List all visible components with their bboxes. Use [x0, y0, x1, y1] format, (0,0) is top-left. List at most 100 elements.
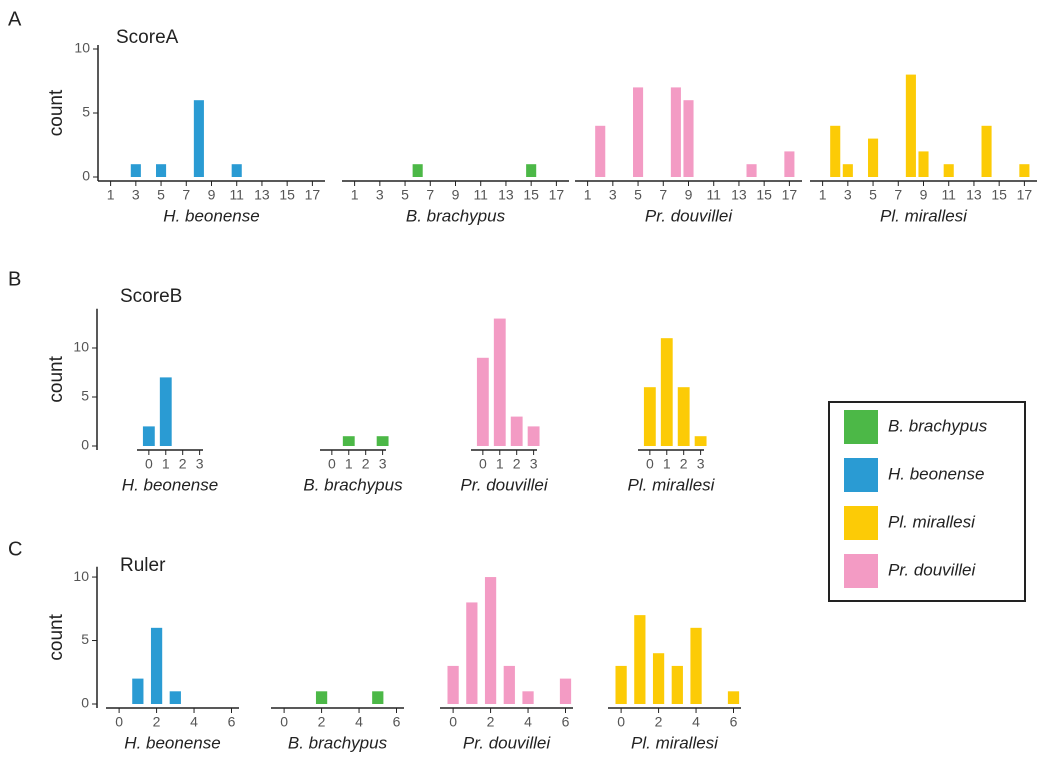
bar	[671, 665, 683, 704]
panel-letter: B	[8, 268, 21, 290]
bar	[595, 125, 606, 177]
bar	[169, 691, 181, 704]
x-tick-label: 1	[162, 456, 170, 472]
x-tick-label: 1	[819, 187, 827, 203]
x-tick-label: 5	[157, 187, 165, 203]
y-tick-label: 5	[82, 104, 90, 120]
x-tick-label: 0	[479, 456, 487, 472]
x-tick-label: 17	[1017, 187, 1033, 203]
bar	[130, 164, 141, 177]
y-tick-label: 5	[81, 388, 89, 404]
x-tick-label: 1	[351, 187, 359, 203]
legend-swatch	[844, 506, 878, 540]
bar	[231, 164, 242, 177]
x-tick-label: 2	[179, 456, 187, 472]
bar	[447, 665, 459, 704]
panel-letter: C	[8, 538, 22, 560]
bar	[142, 426, 155, 446]
x-tick-label: 2	[655, 714, 663, 730]
x-tick-label: 2	[680, 456, 688, 472]
bar	[156, 164, 167, 177]
bar	[1019, 164, 1030, 177]
bar	[372, 691, 384, 704]
x-tick-label: 0	[115, 714, 123, 730]
legend-label: H. beonense	[888, 464, 984, 483]
bar	[643, 387, 656, 446]
y-axis-label: count	[46, 613, 67, 660]
bar	[660, 338, 673, 446]
x-tick-label: 3	[196, 456, 204, 472]
x-tick-label: 13	[731, 187, 747, 203]
x-tick-label: 6	[562, 714, 570, 730]
x-tick-label: 5	[401, 187, 409, 203]
x-tick-label: 15	[279, 187, 295, 203]
x-tick-label: 2	[153, 714, 161, 730]
y-tick-label: 5	[81, 631, 89, 647]
bar	[918, 151, 929, 177]
bar	[159, 377, 172, 446]
y-tick-label: 10	[74, 40, 90, 56]
x-tick-label: 7	[894, 187, 902, 203]
panel-letter: A	[8, 8, 22, 30]
facet-label: Pl. mirallesi	[631, 733, 719, 752]
bar	[868, 138, 879, 177]
bar	[981, 125, 992, 177]
x-tick-label: 3	[376, 187, 384, 203]
bar	[527, 426, 540, 446]
x-tick-label: 9	[208, 187, 216, 203]
x-tick-label: 1	[107, 187, 115, 203]
x-tick-label: 7	[182, 187, 190, 203]
facet-label: H. beonense	[122, 475, 218, 494]
bar	[412, 164, 423, 177]
x-tick-label: 3	[530, 456, 538, 472]
bar	[727, 691, 740, 704]
legend-swatch	[844, 410, 878, 444]
facet-label: B. brachypus	[303, 475, 403, 494]
x-tick-label: 2	[318, 714, 326, 730]
x-tick-label: 15	[991, 187, 1007, 203]
x-tick-label: 6	[393, 714, 401, 730]
x-tick-label: 2	[513, 456, 521, 472]
panel-title: Ruler	[120, 555, 166, 576]
x-tick-label: 1	[663, 456, 671, 472]
y-tick-label: 10	[73, 568, 89, 584]
x-tick-label: 13	[966, 187, 982, 203]
bar	[484, 577, 497, 704]
x-tick-label: 3	[132, 187, 140, 203]
x-tick-label: 4	[355, 714, 363, 730]
x-tick-label: 0	[617, 714, 625, 730]
x-tick-label: 5	[634, 187, 642, 203]
bar	[694, 436, 707, 446]
x-tick-label: 7	[659, 187, 667, 203]
bar	[150, 627, 163, 704]
y-tick-label: 0	[81, 695, 89, 711]
bar	[677, 387, 690, 446]
bar	[905, 74, 916, 177]
y-axis-label: count	[46, 89, 67, 136]
bar	[830, 125, 841, 177]
bar	[634, 615, 646, 704]
y-axis-label: count	[46, 355, 67, 402]
facet-label: H. beonense	[163, 206, 259, 225]
x-tick-label: 1	[584, 187, 592, 203]
facet-label: B. brachypus	[288, 733, 388, 752]
x-tick-label: 0	[280, 714, 288, 730]
x-tick-label: 6	[730, 714, 738, 730]
x-tick-label: 4	[190, 714, 198, 730]
x-tick-label: 9	[452, 187, 460, 203]
bar	[315, 691, 328, 704]
x-tick-label: 11	[941, 187, 956, 203]
x-tick-label: 15	[756, 187, 772, 203]
x-tick-label: 1	[496, 456, 504, 472]
bar	[690, 627, 702, 704]
y-tick-label: 0	[81, 437, 89, 453]
x-tick-label: 17	[305, 187, 321, 203]
bar	[633, 87, 644, 177]
facet-label: B. brachypus	[406, 206, 506, 225]
x-tick-label: 2	[362, 456, 370, 472]
legend-label: B. brachypus	[888, 416, 988, 435]
x-tick-label: 3	[609, 187, 617, 203]
bar	[376, 436, 389, 446]
bar	[615, 665, 627, 704]
bar	[510, 416, 523, 446]
